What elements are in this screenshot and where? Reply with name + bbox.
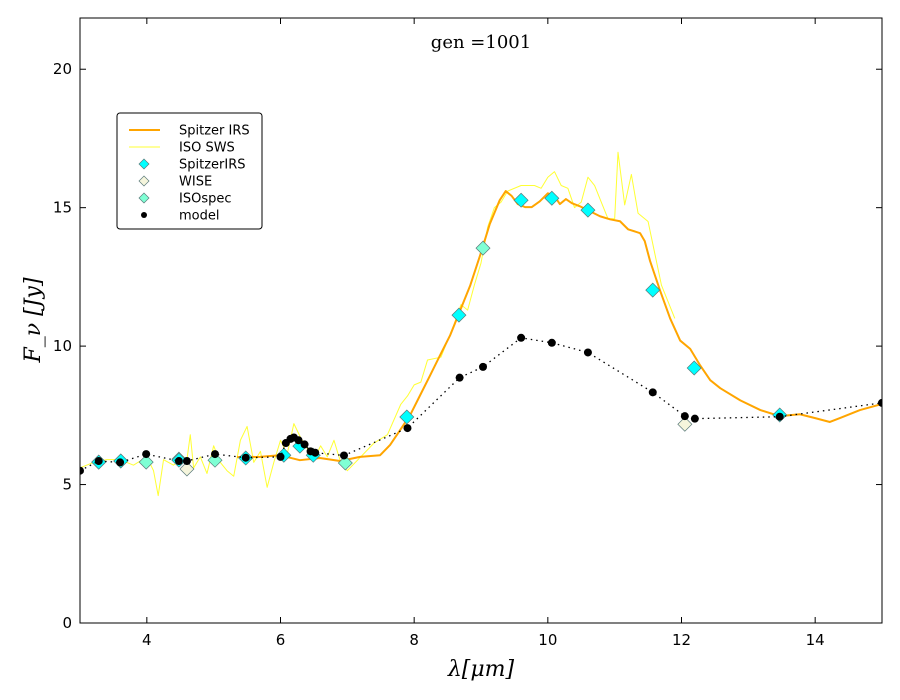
y-tick-label: 0 [62, 614, 72, 632]
model-point [583, 348, 592, 357]
y-axis-label: F_ν [Jy] [21, 277, 46, 363]
x-tick-label: 6 [276, 631, 286, 649]
x-tick-label: 8 [409, 631, 419, 649]
y-tick-label: 15 [53, 199, 72, 217]
y-tick-label: 10 [53, 337, 72, 355]
model-point [690, 414, 699, 423]
legend-label-iso-sws: ISO SWS [179, 141, 235, 156]
legend-swatch-model [141, 212, 147, 218]
y-tick-label: 20 [53, 60, 72, 78]
model-point [878, 398, 882, 407]
spitzerirs-point [399, 409, 415, 425]
spitzerirs-point [451, 307, 467, 323]
wise-point [677, 416, 693, 432]
legend-label-model: model [179, 209, 219, 224]
plot-area [80, 151, 882, 497]
wise-point [179, 461, 195, 477]
chart-title: gen =1001 [431, 32, 531, 53]
model-point [276, 452, 285, 461]
model-line [80, 337, 882, 472]
axes-frame [79, 17, 883, 624]
model-point [479, 362, 488, 371]
isospec-point [475, 240, 491, 256]
model-point [211, 450, 220, 459]
model-point [547, 338, 556, 347]
legend-label-wise: WISE [179, 175, 212, 190]
legend-label-spitzer-irs: Spitzer IRS [179, 124, 250, 139]
x-axis-label: λ[μm] [447, 657, 515, 682]
model-point [174, 457, 183, 466]
model-point [648, 388, 657, 397]
model-point [241, 453, 250, 462]
model-point [403, 424, 412, 433]
spitzerirs-point [544, 190, 560, 206]
model-point [339, 451, 348, 460]
isospec-point [138, 454, 154, 470]
legend-swatch-spitzerirs [138, 158, 150, 170]
legend-label-isospec: ISOspec [179, 192, 232, 207]
y-axis-label-group: F_ν [Jy] [21, 277, 46, 363]
model-point [142, 450, 151, 459]
model-point [182, 457, 191, 466]
model-point [311, 448, 320, 457]
legend-label-spitzerirs: SpitzerIRS [179, 158, 246, 173]
model-point [680, 412, 689, 421]
spitzerirs-point [686, 360, 702, 376]
isospec-point [337, 455, 353, 471]
model-point [294, 436, 303, 445]
model-point [94, 457, 103, 466]
x-tick-label: 4 [142, 631, 152, 649]
spitzer-irs-line [237, 190, 882, 463]
model-point [80, 466, 84, 475]
model-point [300, 440, 309, 449]
legend-swatch-wise [138, 175, 150, 187]
x-tick-label: 10 [538, 631, 557, 649]
model-point [517, 333, 526, 342]
spitzerirs-point [580, 202, 596, 218]
axis-ticks: 4 6 8 10 12 14 0 5 10 15 20 [53, 18, 882, 649]
x-tick-label: 14 [806, 631, 825, 649]
model-point [775, 412, 784, 421]
isospec-point [207, 452, 223, 468]
y-tick-label: 5 [62, 476, 72, 494]
spitzerirs-point [645, 282, 661, 298]
model-point [455, 373, 464, 382]
model-point [116, 458, 125, 467]
legend: Spitzer IRS ISO SWS SpitzerIRS WISE ISOspec m… [116, 112, 263, 230]
x-tick-label: 12 [672, 631, 691, 649]
spitzerirs-point [513, 192, 529, 208]
legend-swatch-isospec [138, 192, 150, 204]
